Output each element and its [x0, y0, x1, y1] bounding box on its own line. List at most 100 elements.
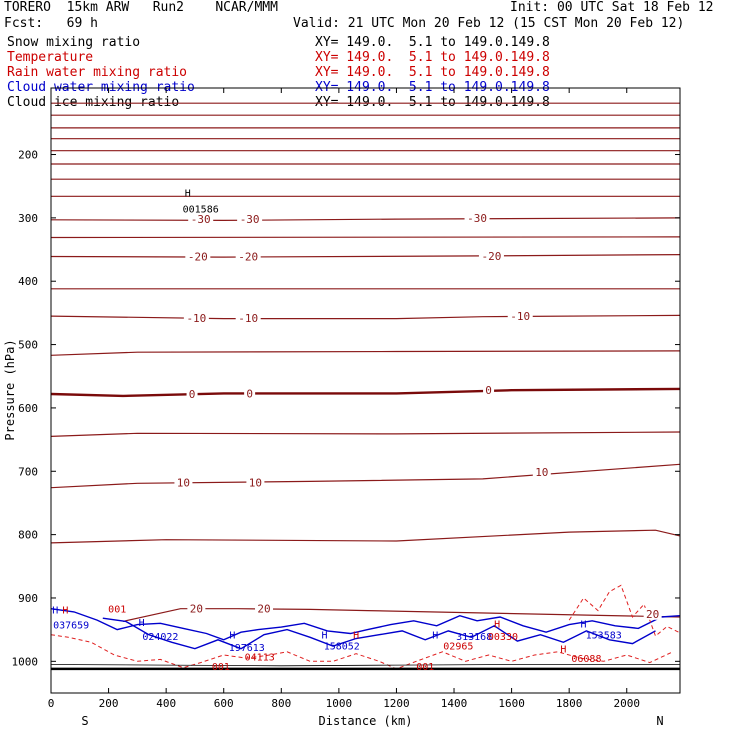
field-name-rain: Rain water mixing ratio: [7, 65, 188, 80]
y-tick-label: 900: [18, 592, 38, 605]
y-tick-label: 800: [18, 529, 38, 542]
isotherm-label: 10: [177, 477, 190, 490]
isotherm-label: -30: [467, 212, 487, 225]
extremum-label: 153583: [586, 631, 622, 642]
isotherm-line: [50, 387, 681, 398]
isotherm-label: 10: [535, 466, 548, 479]
x-tick-label: 400: [156, 697, 176, 710]
extremum-label: H: [62, 605, 68, 616]
extremum-label: 037659: [53, 621, 89, 632]
extremum-label: H: [185, 189, 191, 200]
isotherm-label-bg: [483, 384, 495, 397]
chart-axes: 0 200 400 600 800 1000 1200 1400 1600 1800 2000200…: [3, 87, 681, 728]
extremum-label: 197613: [229, 643, 265, 654]
south-label: S: [81, 714, 88, 728]
extremum-label: H: [52, 605, 58, 616]
isotherm-line: [122, 608, 681, 622]
isotherm-line: [50, 529, 681, 544]
y-tick-label: 1000: [12, 655, 39, 668]
field-xy-rain: XY= 149.0. 5.1 to 149.0.149.8: [315, 65, 550, 80]
plot-header: TORERO 15km ARW Run2 NCAR/MMM Init: 00 U…: [0, 0, 740, 115]
cloud-water-line: [102, 617, 656, 650]
isotherm-label: 0: [485, 384, 492, 397]
extremum-label: 06088: [571, 654, 601, 665]
isotherm-label-bg: [174, 476, 193, 489]
isotherm-line: [50, 254, 681, 258]
x-tick-label: 0: [48, 697, 55, 710]
field-name-temperature: Temperature: [7, 50, 94, 65]
extremum-label: H: [139, 618, 145, 629]
y-tick-label: 300: [18, 212, 38, 225]
x-tick-label: 800: [271, 697, 291, 710]
field-xy-cloud-ice: XY= 149.0. 5.1 to 149.0.149.8: [315, 95, 550, 110]
isotherm-label-bg: [244, 387, 256, 400]
extremum-label: 001: [108, 605, 126, 616]
field-name-snow: Snow mixing ratio: [7, 35, 141, 50]
y-tick-label: 400: [18, 275, 38, 288]
isotherm-label-bg: [246, 476, 265, 489]
isotherm-label: -20: [482, 250, 502, 263]
isotherm-label: 0: [189, 388, 196, 401]
isotherm-label-bg: [187, 602, 206, 615]
extremum-label: 313168: [456, 632, 492, 643]
isotherm-label: 20: [646, 608, 659, 621]
x-tick-label: 1000: [326, 697, 353, 710]
extremum-label: 158052: [324, 641, 360, 652]
isotherm-label-bg: [464, 211, 490, 224]
extremum-label: 02965: [443, 641, 473, 652]
forecast-hour: Fcst: 69 h: [4, 16, 98, 31]
extremum-label: 00330: [488, 632, 518, 643]
extremum-label: H: [494, 619, 500, 630]
model-title: TORERO 15km ARW Run2 NCAR/MMM: [4, 0, 278, 15]
isotherm-line: [50, 431, 681, 437]
extremum-label: 001586: [183, 204, 219, 215]
valid-time: Valid: 21 UTC Mon 20 Feb 12 (15 CST Mon …: [293, 16, 685, 31]
x-tick-label: 1600: [498, 697, 525, 710]
field-xy-temperature: XY= 149.0. 5.1 to 149.0.149.8: [315, 50, 550, 65]
x-tick-label: 600: [214, 697, 234, 710]
extremum-label: H: [581, 619, 587, 630]
isotherm-label-bg: [188, 213, 214, 226]
extremum-label: H: [229, 631, 235, 642]
isotherm-label: -10: [186, 312, 206, 325]
extremum-label: 001: [212, 662, 230, 673]
isotherm-label: -10: [238, 312, 258, 325]
isotherm-label: -20: [188, 251, 208, 264]
isotherm-label-bg: [643, 607, 662, 620]
extremum-label: H: [432, 631, 438, 642]
y-tick-label: 200: [18, 149, 38, 162]
rain-line: [50, 634, 674, 670]
isotherm-label-bg: [255, 602, 274, 615]
isotherm-label-bg: [183, 311, 209, 324]
isotherm-label: 20: [190, 603, 203, 616]
x-tick-label: 1200: [383, 697, 410, 710]
x-axis-label: Distance (km): [319, 714, 413, 728]
init-time: Init: 00 UTC Sat 18 Feb 12: [510, 0, 714, 15]
isotherm-label: 0: [246, 387, 253, 400]
cloud-water-contours: [50, 608, 681, 650]
isotherm-label: -20: [238, 251, 258, 264]
extremum-label: 001: [416, 662, 434, 673]
rain-line: [568, 584, 681, 637]
snow-contours: [50, 664, 680, 671]
field-name-cloud-ice: Cloud ice mixing ratio: [7, 95, 180, 110]
x-tick-label: 1400: [441, 697, 468, 710]
temperature-contours: [50, 102, 681, 622]
isotherm-label-bg: [532, 465, 551, 478]
isotherm-label-bg: [186, 387, 198, 400]
y-tick-label: 700: [18, 465, 38, 478]
isotherm-line: [50, 236, 681, 239]
isotherm-label: -30: [240, 213, 260, 226]
north-label: N: [656, 714, 663, 728]
isotherm-label: -30: [191, 213, 211, 226]
snow-line: [50, 664, 680, 667]
x-tick-label: 1800: [556, 697, 583, 710]
isotherm-label-bg: [237, 213, 263, 226]
isotherm-label-bg: [235, 250, 261, 263]
isotherm-line: [50, 350, 681, 356]
extremum-label: H: [321, 631, 327, 642]
x-tick-label: 2000: [613, 697, 640, 710]
extremum-label: H: [353, 631, 359, 642]
isotherm-line: [50, 463, 681, 489]
